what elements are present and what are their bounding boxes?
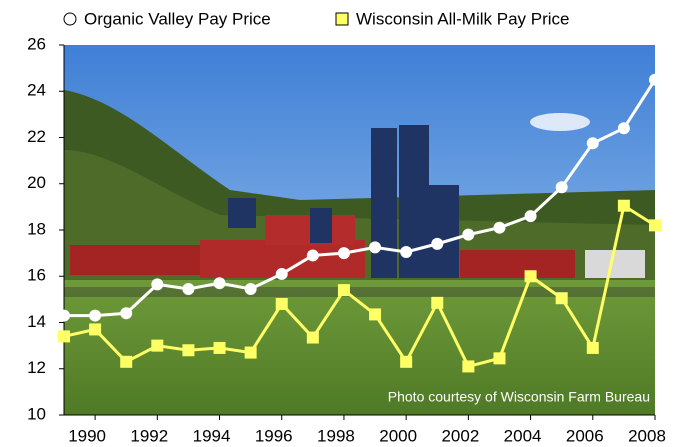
point bbox=[182, 283, 194, 295]
x-tick-label: 2006 bbox=[566, 426, 604, 445]
point bbox=[369, 241, 381, 253]
point bbox=[182, 344, 194, 356]
x-tick-label: 2008 bbox=[628, 426, 666, 445]
y-tick-label: 22 bbox=[27, 127, 46, 146]
y-tick-label: 16 bbox=[27, 266, 46, 285]
point bbox=[587, 342, 599, 354]
point bbox=[89, 323, 101, 335]
x-tick-label: 1992 bbox=[130, 426, 168, 445]
y-tick-label: 12 bbox=[27, 358, 46, 377]
point bbox=[338, 284, 350, 296]
y-tick-label: 20 bbox=[27, 173, 46, 192]
point bbox=[58, 330, 70, 342]
y-tick-label: 24 bbox=[27, 81, 46, 100]
point bbox=[587, 137, 599, 149]
point bbox=[245, 283, 257, 295]
photo-background bbox=[64, 45, 655, 415]
point bbox=[649, 219, 661, 231]
x-tick-label: 1990 bbox=[68, 426, 106, 445]
point bbox=[89, 310, 101, 322]
x-tick-label: 1996 bbox=[255, 426, 293, 445]
x-tick-label: 1994 bbox=[193, 426, 231, 445]
point bbox=[431, 238, 443, 250]
point bbox=[493, 352, 505, 364]
point bbox=[120, 356, 132, 368]
x-tick-label: 1998 bbox=[317, 426, 355, 445]
legend-label: Organic Valley Pay Price bbox=[84, 9, 271, 28]
x-tick-label: 2000 bbox=[379, 426, 417, 445]
point bbox=[338, 247, 350, 259]
point bbox=[525, 210, 537, 222]
point bbox=[525, 270, 537, 282]
point bbox=[400, 246, 412, 258]
x-tick-label: 2004 bbox=[504, 426, 542, 445]
legend: Organic Valley Pay Price Wisconsin All-M… bbox=[64, 9, 570, 28]
point bbox=[151, 278, 163, 290]
point bbox=[649, 74, 661, 86]
point bbox=[556, 181, 568, 193]
x-tick-label: 2002 bbox=[441, 426, 479, 445]
point bbox=[307, 249, 319, 261]
point bbox=[276, 268, 288, 280]
point bbox=[369, 308, 381, 320]
y-tick-label: 18 bbox=[27, 219, 46, 238]
point bbox=[618, 122, 630, 134]
legend-marker bbox=[64, 13, 76, 25]
point bbox=[618, 200, 630, 212]
y-tick-label: 10 bbox=[27, 404, 46, 423]
point bbox=[462, 229, 474, 241]
point bbox=[462, 360, 474, 372]
point bbox=[120, 307, 132, 319]
point bbox=[431, 297, 443, 309]
point bbox=[400, 356, 412, 368]
y-tick-label: 14 bbox=[27, 312, 46, 331]
legend-marker bbox=[336, 13, 348, 25]
legend-label: Wisconsin All-Milk Pay Price bbox=[356, 9, 570, 28]
point bbox=[276, 298, 288, 310]
point bbox=[214, 277, 226, 289]
photo-credit: Photo courtesy of Wisconsin Farm Bureau bbox=[388, 389, 650, 405]
point bbox=[58, 310, 70, 322]
point bbox=[214, 342, 226, 354]
chart: Organic Valley Pay Price Wisconsin All-M… bbox=[0, 0, 683, 447]
point bbox=[307, 332, 319, 344]
point bbox=[245, 347, 257, 359]
y-tick-label: 26 bbox=[27, 34, 46, 53]
point bbox=[556, 292, 568, 304]
point bbox=[151, 340, 163, 352]
point bbox=[493, 222, 505, 234]
